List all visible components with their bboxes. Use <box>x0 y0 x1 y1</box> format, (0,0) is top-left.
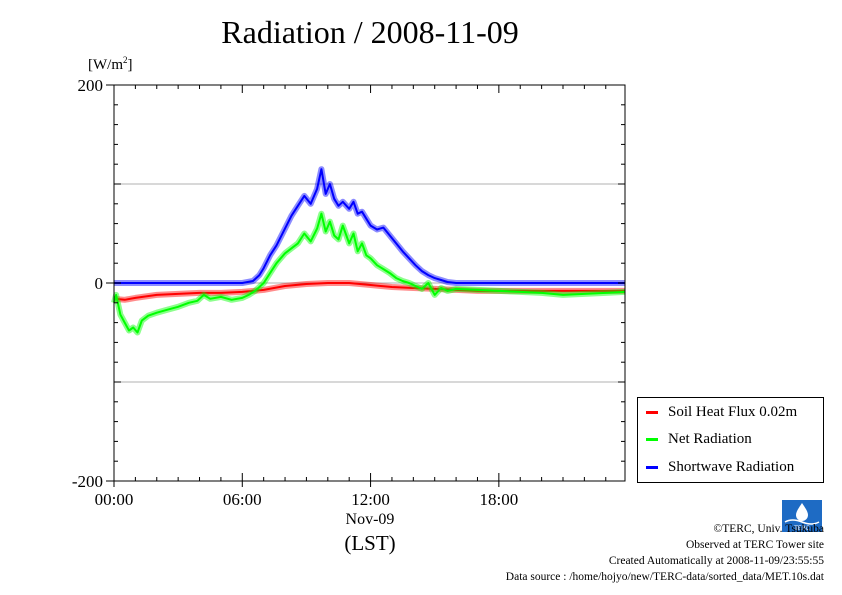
y-unit-close: ] <box>127 57 133 73</box>
credit-created: Created Automatically at 2008-11-09/23:5… <box>608 555 824 567</box>
logo-wave-icon <box>784 519 820 525</box>
y-unit-base: [W/m <box>88 57 123 73</box>
legend-swatch-red <box>646 410 658 414</box>
y-tick-label: 200 <box>78 76 104 95</box>
x-axis-date-label: Nov-09 <box>345 511 395 528</box>
legend-label: Net Radiation <box>668 430 752 447</box>
legend-swatch-blue <box>646 465 658 469</box>
y-unit-exponent: 2 <box>123 55 128 65</box>
credit-copyright: ©TERC, Univ. Tsukuba <box>713 523 824 535</box>
series-line-net-radiation-halo <box>111 210 626 336</box>
y-axis-unit: [W/m2] <box>88 55 133 74</box>
y-tick-label: -200 <box>72 472 103 491</box>
x-tick-label: 12:00 <box>351 490 390 509</box>
x-tick-label: 00:00 <box>95 490 134 509</box>
series-line-soil-heat-flux-0-02m <box>113 282 625 301</box>
x-tick-label: 06:00 <box>223 490 262 509</box>
credit-observed: Observed at TERC Tower site <box>685 539 824 551</box>
terc-logo: TERC <box>782 500 822 532</box>
legend-item-shortwave-radiation: Shortwave Radiation <box>646 457 794 477</box>
chart-title: Radiation / 2008-11-09 <box>221 14 519 50</box>
logo-drop-icon <box>796 503 808 521</box>
series-line-shortwave-radiation <box>114 168 625 284</box>
legend-swatch-green <box>646 437 658 441</box>
x-tick-label: 18:00 <box>479 490 518 509</box>
credits-block: ©TERC, Univ. Tsukuba Observed at TERC To… <box>506 521 824 585</box>
series-layer <box>111 166 626 336</box>
logo-text: TERC <box>793 525 810 532</box>
legend-label: Soil Heat Flux 0.02m <box>668 403 798 420</box>
x-axis-label: (LST) <box>344 531 396 555</box>
credit-source: Data source : /home/hojyo/new/TERC-data/… <box>505 571 824 583</box>
series-line-shortwave-radiation-halo <box>114 166 625 286</box>
series-line-net-radiation <box>113 212 626 334</box>
legend-item-net-radiation: Net Radiation <box>646 429 752 449</box>
legend-item-soil-heat-flux: Soil Heat Flux 0.02m <box>646 402 797 422</box>
legend-label: Shortwave Radiation <box>668 458 795 475</box>
chart-legend: Soil Heat Flux 0.02m Net Radiation Short… <box>637 397 824 483</box>
y-tick-label: 0 <box>95 274 104 293</box>
